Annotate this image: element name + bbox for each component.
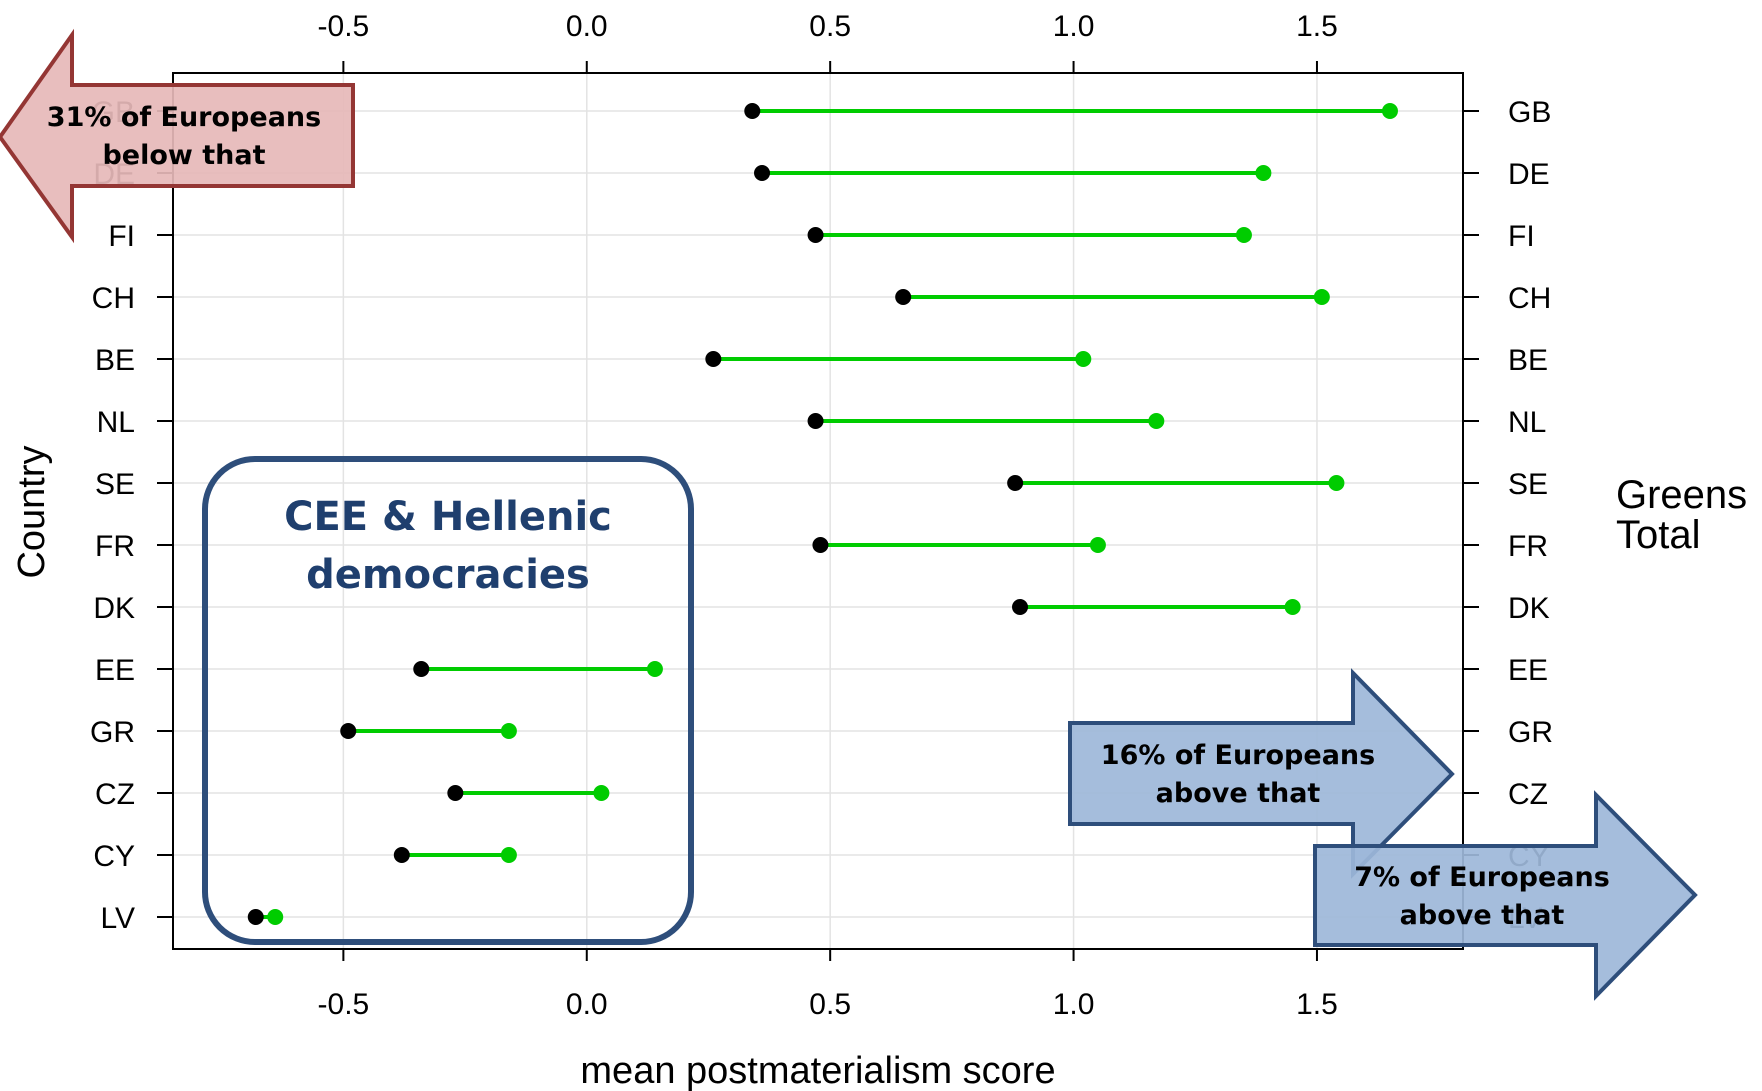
y-tick-label-left: CY (93, 840, 135, 873)
dot-total-ee (413, 661, 430, 677)
cee-box-title-line1: CEE & Hellenic (284, 494, 612, 540)
dot-total-de (754, 165, 771, 181)
y-tick-label-right: SE (1508, 468, 1548, 501)
y-tick-label-right: DK (1508, 592, 1550, 625)
y-tick-label-left: EE (95, 654, 135, 687)
x-tick-label-top: 1.0 (1053, 10, 1095, 43)
right-arrow-2-text-line1: 7% of Europeans (1354, 862, 1610, 893)
dot-total-fr (812, 537, 829, 553)
x-tick-label-top: 1.5 (1296, 10, 1338, 43)
y-tick-label-left: DK (93, 592, 135, 625)
left-arrow-text-line1: 31% of Europeans (47, 102, 321, 133)
y-tick-label-right: EE (1508, 654, 1548, 687)
y-tick-label-left: SE (95, 468, 135, 501)
data-marks (247, 103, 1398, 925)
y-tick-label-right: DE (1508, 158, 1550, 191)
y-tick-label-right: CH (1508, 282, 1551, 315)
left-arrow-shape (0, 28, 355, 244)
y-tick-label-left: LV (101, 902, 135, 935)
y-tick-label-right: BE (1508, 344, 1548, 377)
right-arrow-2-text-line2: above that (1400, 900, 1565, 931)
dot-total-nl (807, 413, 824, 429)
right-arrow-1-text-line2: above that (1156, 778, 1321, 809)
y-tick-label-right: GR (1508, 716, 1553, 749)
legend-entry-total: Total (1616, 513, 1701, 557)
dot-greens-cy (500, 847, 517, 863)
dot-greens-se (1328, 475, 1345, 491)
dot-greens-gr (500, 723, 517, 739)
right-arrow-1-text-line1: 16% of Europeans (1101, 740, 1375, 771)
dot-greens-be (1075, 351, 1092, 367)
y-tick-label-right: GB (1508, 96, 1551, 129)
dot-greens-lv (267, 909, 284, 925)
y-tick-label-right: CZ (1508, 778, 1548, 811)
dot-greens-nl (1148, 413, 1165, 429)
dot-total-ch (895, 289, 912, 305)
dot-greens-fi (1235, 227, 1252, 243)
dot-greens-dk (1284, 599, 1301, 615)
y-tick-label-left: FI (108, 220, 135, 253)
dot-total-dk (1012, 599, 1029, 615)
x-axis-title: mean postmaterialism score (580, 1050, 1055, 1091)
y-axis-title: Country (11, 445, 53, 578)
dot-total-lv (247, 909, 264, 925)
y-tick-label-left: FR (95, 530, 135, 563)
right-arrow-2-shape (1313, 790, 1698, 1001)
y-tick-label-right: NL (1508, 406, 1546, 439)
left-arrow-text-line2: below that (102, 140, 265, 171)
y-tick-label-right: FR (1508, 530, 1548, 563)
legend-entry-greens: Greens (1616, 473, 1747, 517)
axes: -0.5-0.50.00.00.50.51.01.01.51.5GBGBDEDE… (90, 10, 1553, 1021)
dot-total-be (705, 351, 722, 367)
x-tick-label-bottom: 1.5 (1296, 988, 1338, 1021)
x-tick-label-bottom: 0.5 (809, 988, 851, 1021)
dot-greens-fr (1089, 537, 1106, 553)
dot-greens-de (1255, 165, 1272, 181)
cee-hellenic-box (202, 456, 694, 945)
dot-total-se (1007, 475, 1024, 491)
y-tick-label-left: CH (92, 282, 135, 315)
x-tick-label-bottom: 1.0 (1053, 988, 1095, 1021)
y-tick-label-right: FI (1508, 220, 1535, 253)
y-tick-label-left: GR (90, 716, 135, 749)
x-tick-label-top: 0.5 (809, 10, 851, 43)
dot-total-cz (447, 785, 464, 801)
dot-total-fi (807, 227, 824, 243)
y-tick-label-left: BE (95, 344, 135, 377)
plot-frame (172, 72, 1464, 950)
x-tick-label-bottom: 0.0 (566, 988, 608, 1021)
x-tick-label-top: -0.5 (318, 10, 370, 43)
dot-greens-ee (646, 661, 663, 677)
x-tick-label-bottom: -0.5 (318, 988, 370, 1021)
right-arrow-1-shape (1068, 668, 1455, 879)
cee-box-title-line2: democracies (306, 552, 590, 598)
y-tick-label-left: NL (97, 406, 135, 439)
dot-total-gr (340, 723, 357, 739)
x-tick-label-top: 0.0 (566, 10, 608, 43)
y-tick-label-left: CZ (95, 778, 135, 811)
dot-greens-gb (1381, 103, 1398, 119)
dot-greens-ch (1313, 289, 1330, 305)
dot-total-gb (744, 103, 761, 119)
dot-greens-cz (593, 785, 610, 801)
dot-total-cy (393, 847, 410, 863)
